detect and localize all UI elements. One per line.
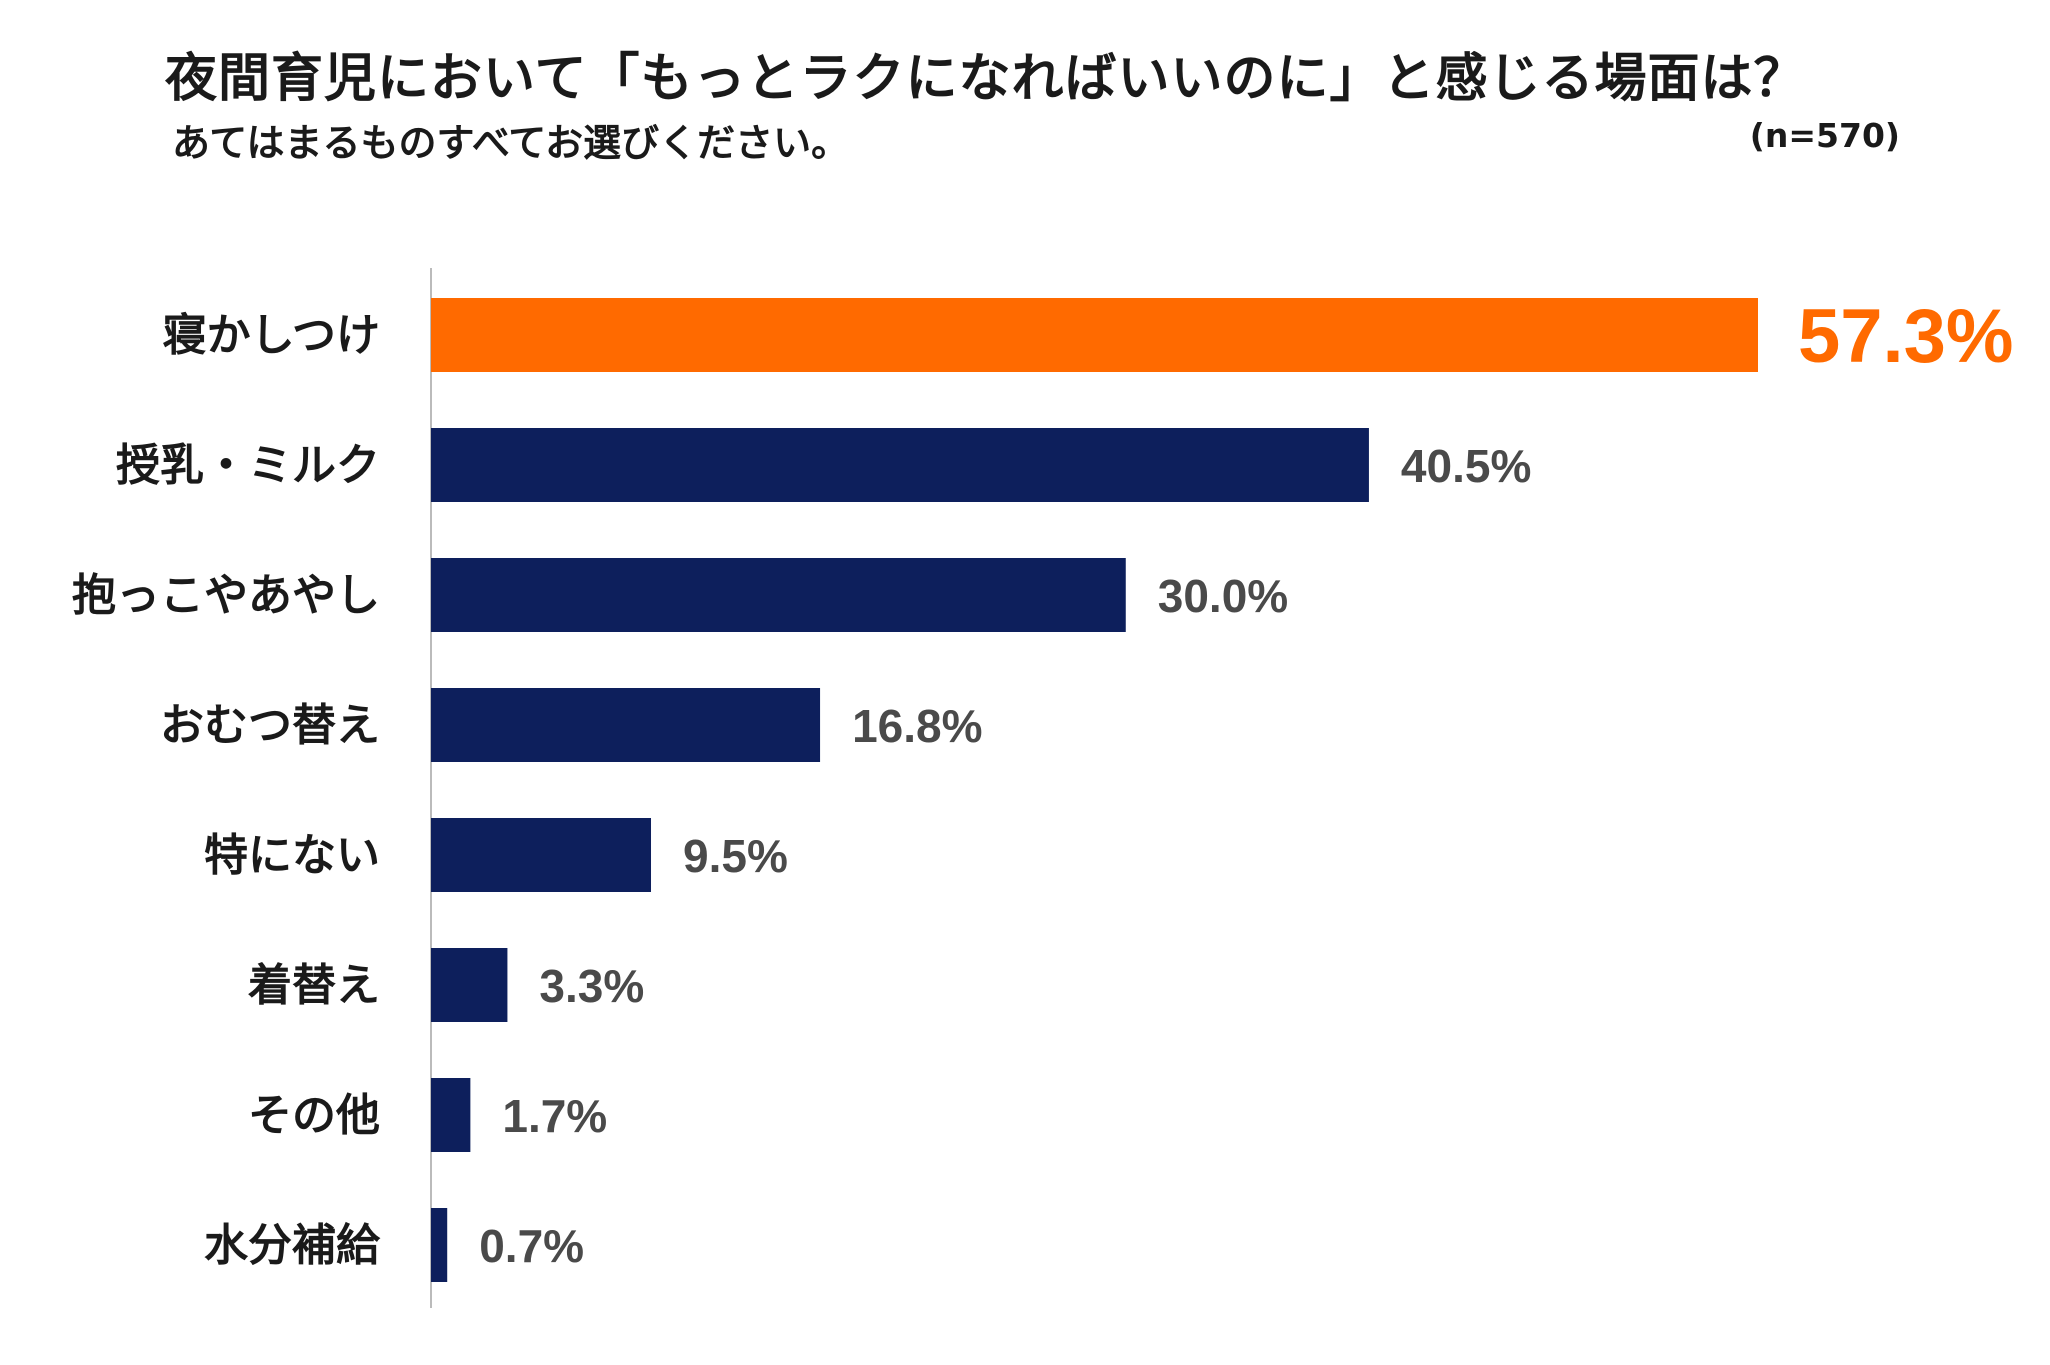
value-label: 30.0% [1158, 570, 1288, 622]
category-label: その他 [248, 1090, 380, 1141]
value-label: 57.3% [1798, 294, 2014, 379]
bar [431, 1078, 471, 1152]
category-label: おむつ替え [160, 700, 380, 751]
category-label: 寝かしつけ [163, 310, 380, 361]
chart-title: 夜間育児において「もっとラクになればいいのに」と感じる場面は？ [165, 49, 1807, 109]
value-label: 9.5% [683, 830, 788, 882]
value-label: 40.5% [1401, 440, 1531, 492]
value-label: 3.3% [539, 960, 644, 1012]
category-label: 着替え [248, 960, 380, 1011]
bar [431, 558, 1126, 632]
sample-size-label: (n=570) [1749, 116, 1900, 155]
chart-subtitle: あてはまるものすべてお選びください。 [172, 121, 850, 165]
bars-group: 寝かしつけ 57.3% 授乳・ミルク 40.5% 抱っこやあやし 30.0% おむつ替え 16… [72, 294, 2014, 1282]
value-label: 16.8% [852, 700, 982, 752]
category-label: 特にない [204, 830, 380, 881]
bar [431, 428, 1369, 502]
category-label: 授乳・ミルク [116, 440, 380, 491]
category-label: 水分補給 [204, 1220, 381, 1271]
bar [431, 688, 821, 762]
category-label: 抱っこやあやし [72, 570, 380, 621]
bar-highlight [431, 298, 1758, 372]
bar [431, 948, 508, 1022]
value-label: 0.7% [479, 1220, 584, 1272]
bar [431, 818, 652, 892]
value-label: 1.7% [502, 1090, 607, 1142]
bar [431, 1208, 448, 1282]
